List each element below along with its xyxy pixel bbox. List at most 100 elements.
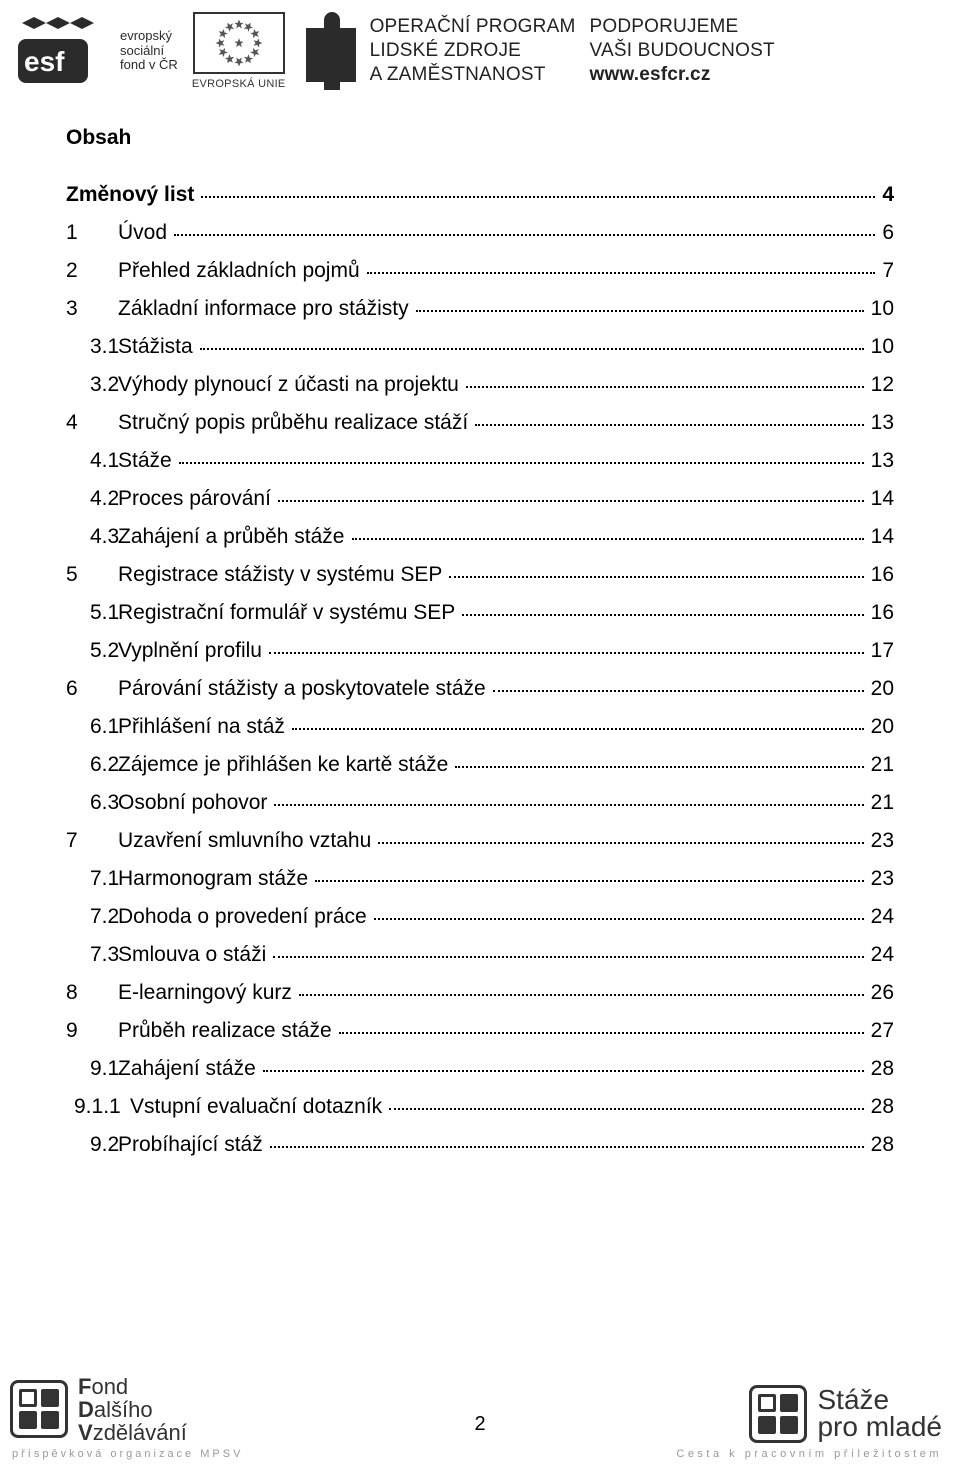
toc-entry-page: 10: [867, 298, 894, 319]
op-shape-icon: [300, 12, 362, 90]
toc-leader-dots: [292, 728, 864, 730]
toc-entry-number: 9: [66, 1020, 118, 1041]
toc-leader-dots: [315, 880, 863, 882]
toc-row: 3Základní informace pro stážisty10: [66, 298, 894, 319]
toc-leader-dots: [352, 538, 864, 540]
toc-entry-number: 7: [66, 830, 118, 851]
toc-entry-title: Stáže: [118, 450, 176, 471]
toc-entry-title: Párování stážisty a poskytovatele stáže: [118, 678, 490, 699]
toc-leader-dots: [466, 386, 864, 388]
table-of-contents: Změnový list41Úvod62Přehled základních p…: [66, 184, 894, 1155]
toc-entry-number: 1: [66, 222, 118, 243]
footer: Fond Dalšího Vzdělávání příspěvková orga…: [0, 1367, 960, 1464]
toc-entry-title: Smlouva o stáži: [118, 944, 270, 965]
fdv-initial: D: [78, 1397, 94, 1422]
toc-leader-dots: [273, 956, 863, 958]
toc-entry-page: 23: [867, 868, 894, 889]
toc-entry-number: 6.1: [66, 716, 118, 737]
toc-entry-page: 20: [867, 678, 894, 699]
toc-entry-page: 13: [867, 450, 894, 471]
toc-entry-number: 4.1: [66, 450, 118, 471]
toc-entry-page: 26: [867, 982, 894, 1003]
toc-row: 4.3Zahájení a průběh stáže14: [66, 526, 894, 547]
toc-entry-page: 20: [867, 716, 894, 737]
toc-leader-dots: [179, 462, 864, 464]
svg-text:esf: esf: [24, 46, 65, 77]
toc-entry-title: Proces párování: [118, 488, 275, 509]
toc-entry-number: 7.2: [66, 906, 118, 927]
toc-entry-page: 10: [867, 336, 894, 357]
toc-row: 4.2Proces párování14: [66, 488, 894, 509]
support-text: PODPORUJEME VAŠI BUDOUCNOST www.esfcr.cz: [589, 15, 774, 86]
toc-entry-page: 12: [867, 374, 894, 395]
toc-entry-number: 4: [66, 412, 118, 433]
toc-entry-number: 9.1: [66, 1058, 118, 1079]
toc-row: 4.1Stáže 13: [66, 450, 894, 471]
toc-entry-title: Probíhající stáž: [118, 1134, 267, 1155]
toc-entry-number: 3.1: [66, 336, 118, 357]
toc-entry-number: 2: [66, 260, 118, 281]
toc-entry-title: Průběh realizace stáže: [118, 1020, 336, 1041]
spm-subtitle: Cesta k pracovním příležitostem: [676, 1448, 942, 1460]
toc-entry-page: 27: [867, 1020, 894, 1041]
toc-entry-title: Vstupní evaluační dotazník: [130, 1096, 386, 1117]
header-logos: esf evropský sociální fond v ČR: [0, 0, 960, 104]
toc-entry-number: 8: [66, 982, 118, 1003]
fdv-subtitle: příspěvková organizace MPSV: [12, 1448, 243, 1460]
toc-entry-title: Přihlášení na stáž: [118, 716, 289, 737]
toc-leader-dots: [263, 1070, 864, 1072]
toc-row: 9Průběh realizace stáže 27: [66, 1020, 894, 1041]
spm-line: pro mladé: [817, 1414, 942, 1441]
toc-leader-dots: [339, 1032, 864, 1034]
toc-leader-dots: [174, 234, 875, 236]
page-number: 2: [474, 1413, 485, 1436]
op-text: OPERAČNÍ PROGRAM LIDSKÉ ZDROJE A ZAMĚSTN…: [370, 15, 576, 86]
support-line: PODPORUJEME: [589, 15, 774, 39]
toc-entry-title: Stážista: [118, 336, 197, 357]
toc-row: 5Registrace stážisty v systému SEP16: [66, 564, 894, 585]
toc-leader-dots: [374, 918, 864, 920]
toc-entry-title: Přehled základních pojmů: [118, 260, 364, 281]
toc-entry-title: Úvod: [118, 222, 171, 243]
esf-logo: esf evropský sociální fond v ČR: [16, 13, 178, 89]
toc-entry-title: Dohoda o provedení práce: [118, 906, 371, 927]
toc-entry-page: 6: [878, 222, 894, 243]
toc-entry-page: 16: [867, 564, 894, 585]
toc-leader-dots: [416, 310, 864, 312]
esf-line: sociální: [120, 44, 178, 59]
toc-entry-page: 21: [867, 792, 894, 813]
fdv-text: Fond Dalšího Vzdělávání: [78, 1375, 187, 1444]
support-line: VAŠI BUDOUCNOST: [589, 39, 774, 63]
footer-left: Fond Dalšího Vzdělávání příspěvková orga…: [10, 1375, 243, 1460]
toc-leader-dots: [200, 348, 864, 350]
toc-entry-page: 24: [867, 944, 894, 965]
toc-row: 9.1Zahájení stáže28: [66, 1058, 894, 1079]
toc-entry-title: Základní informace pro stážisty: [118, 298, 413, 319]
toc-leader-dots: [269, 652, 864, 654]
toc-entry-title: Zájemce je přihlášen ke kartě stáže: [118, 754, 452, 775]
op-line: OPERAČNÍ PROGRAM: [370, 15, 576, 39]
op-line: LIDSKÉ ZDROJE: [370, 39, 576, 63]
toc-leader-dots: [274, 804, 863, 806]
toc-row: 1Úvod 6: [66, 222, 894, 243]
toc-row: 7Uzavření smluvního vztahu23: [66, 830, 894, 851]
op-line: A ZAMĚSTNANOST: [370, 63, 576, 87]
toc-row: 6.3Osobní pohovor21: [66, 792, 894, 813]
toc-row: 7.2Dohoda o provedení práce24: [66, 906, 894, 927]
toc-entry-number: 7.3: [66, 944, 118, 965]
toc-entry-title: Harmonogram stáže: [118, 868, 312, 889]
toc-row: 7.1Harmonogram stáže23: [66, 868, 894, 889]
spm-text: Stáže pro mladé: [817, 1387, 942, 1440]
support-url: www.esfcr.cz: [589, 63, 774, 87]
toc-entry-title: Registrace stážisty v systému SEP: [118, 564, 446, 585]
toc-entry-page: 7: [878, 260, 894, 281]
toc-leader-dots: [462, 614, 863, 616]
toc-leader-dots: [367, 272, 876, 274]
toc-row: 3.1Stážista 10: [66, 336, 894, 357]
toc-row: 7.3Smlouva o stáži 24: [66, 944, 894, 965]
toc-leader-dots: [270, 1146, 864, 1148]
toc-entry-number: 6: [66, 678, 118, 699]
toc-entry-title: Zahájení a průběh stáže: [118, 526, 349, 547]
toc-row: 9.1.1Vstupní evaluační dotazník28: [66, 1096, 894, 1117]
eu-caption: EVROPSKÁ UNIE: [192, 78, 286, 90]
